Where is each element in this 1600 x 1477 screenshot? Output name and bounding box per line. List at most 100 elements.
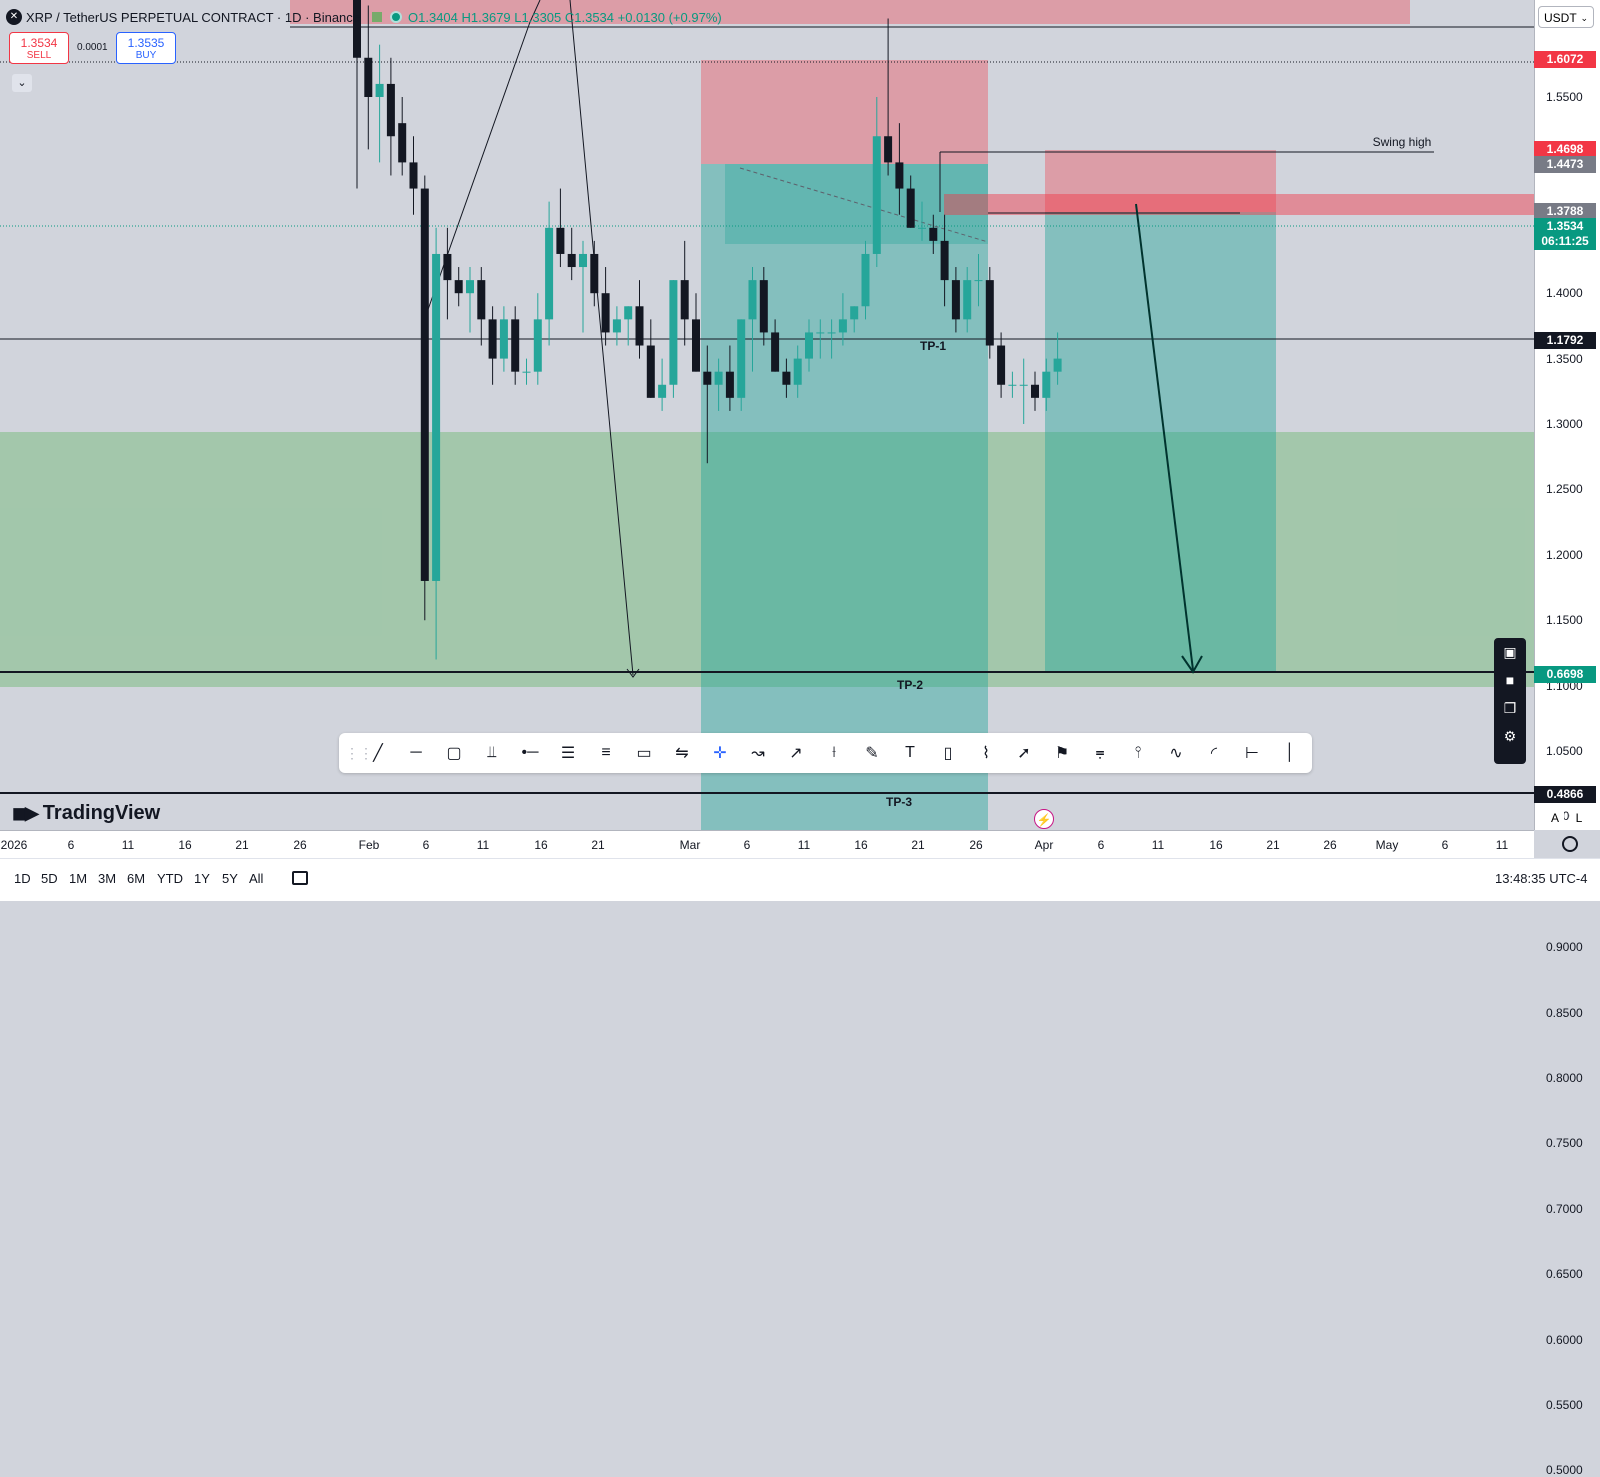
timeframe-button[interactable]: 1Y — [194, 871, 210, 886]
time-tick: 26 — [293, 838, 307, 852]
alert-lightning-icon[interactable]: ⚡ — [1034, 809, 1054, 829]
candle-body — [714, 371, 723, 385]
callout-icon[interactable]: ▭ — [636, 745, 652, 762]
arrow-icon[interactable]: ➚ — [1017, 745, 1031, 762]
timezone-settings-icon[interactable] — [1562, 836, 1578, 852]
timeframe-button[interactable]: 3M — [98, 871, 117, 886]
buy-price: 1.3535 — [127, 36, 165, 50]
sell-button[interactable]: 1.3534 SELL — [9, 32, 69, 64]
live-dot-icon — [390, 11, 403, 23]
candle-body — [759, 280, 768, 333]
price-tick: 0.7000 — [1546, 1201, 1583, 1216]
candle-body — [364, 57, 373, 97]
candle-body — [1053, 358, 1062, 372]
candle-body — [771, 332, 780, 372]
timeframe-button[interactable]: 1M — [69, 871, 88, 886]
text-icon[interactable]: T — [905, 744, 915, 761]
elliott-wave-icon[interactable]: ∿ — [1169, 745, 1183, 762]
horizontal-ray-icon[interactable]: •─ — [521, 744, 539, 761]
candle-body — [590, 253, 599, 294]
candle-body — [816, 332, 825, 334]
collapse-chevron-icon[interactable]: ⌄ — [12, 74, 32, 92]
time-tick: 16 — [854, 838, 868, 852]
price-axis[interactable] — [1534, 0, 1600, 830]
brush-icon[interactable]: ✎ — [865, 745, 879, 762]
candle-body — [895, 162, 904, 189]
timeframe-button[interactable]: 1D — [14, 871, 31, 886]
horizontal-line-icon[interactable]: ─ — [410, 744, 422, 761]
drawing-toolbar: ⋮⋮ ╱ ─ ▢ ⫫ •─ ☰ ≡ ▭ ⇋ ✛ ↝ ↗ ⟊ ✎ T ▯ ⌇ ➚ ⚑ ⩦ ⫯ ∿ ◜ ⊢ │ — [339, 733, 1312, 773]
time-tick: 2026 — [0, 838, 28, 852]
candle-body — [963, 280, 972, 320]
currency-label: USDT — [1544, 11, 1577, 25]
layout-window-icon[interactable]: ❐ — [1503, 699, 1517, 716]
sell-price: 1.3534 — [20, 36, 58, 50]
timeframe-button[interactable]: 5Y — [222, 871, 238, 886]
price-marker-label: 06:11:25 — [1534, 233, 1596, 250]
fib-channel-icon[interactable]: ⩦ — [1095, 744, 1105, 761]
comment-icon[interactable]: ▯ — [943, 745, 953, 762]
time-axis[interactable] — [0, 830, 1534, 859]
chart-pane[interactable]: Swing high TP-1 TP-2 TP-3 — [0, 0, 1534, 830]
curve-icon[interactable]: ↝ — [751, 745, 765, 762]
timeframe-button[interactable]: All — [249, 871, 264, 886]
buy-button[interactable]: 1.3535 BUY — [116, 32, 176, 64]
date-range-icon[interactable]: ⊢ — [1245, 745, 1259, 762]
side-quick-tools: ▣ ■ ❐ ⚙ — [1494, 638, 1526, 764]
candle-body — [929, 227, 938, 241]
time-tick: 6 — [1441, 838, 1449, 852]
arc-icon[interactable]: ◜ — [1210, 745, 1218, 762]
price-marker-label: 1.4473 — [1534, 156, 1596, 173]
time-tick: 11 — [797, 838, 811, 852]
trend-line-icon[interactable]: ╱ — [373, 745, 383, 762]
candles-icon[interactable]: ⫫ — [487, 744, 497, 761]
candle-body — [522, 371, 531, 373]
crosshair-icon[interactable]: ✛ — [713, 745, 727, 762]
flag-icon[interactable]: ⚑ — [1054, 745, 1070, 762]
regression-icon[interactable]: ⇋ — [675, 745, 689, 762]
record-video-icon[interactable]: ■ — [1505, 672, 1515, 688]
settings-gear-icon[interactable]: ⚙ — [1503, 727, 1517, 744]
toolbar-drag-handle-icon[interactable]: ⋮⋮ — [345, 744, 373, 761]
time-tick: 16 — [178, 838, 192, 852]
price-range-icon[interactable]: ⟊ — [831, 744, 837, 761]
parallel-channel-icon[interactable]: ☰ — [560, 745, 576, 762]
exchange-logo-icon: ✕ — [6, 9, 22, 25]
candle-body — [477, 280, 486, 320]
candle-body — [940, 240, 949, 281]
price-tick: 1.2500 — [1546, 482, 1583, 497]
path-icon[interactable]: ⌇ — [982, 745, 990, 762]
candle-body — [353, 0, 361, 58]
fib-retracement-icon[interactable]: ≡ — [601, 744, 611, 761]
vertical-line-icon[interactable]: │ — [1285, 744, 1295, 761]
candle-body — [488, 319, 497, 359]
screenshot-camera-icon[interactable]: ▣ — [1503, 643, 1517, 660]
timeframe-button[interactable]: 5D — [41, 871, 58, 886]
pitchfork-icon[interactable]: ⫯ — [1134, 744, 1142, 761]
symbol-title[interactable]: XRP / TetherUS PERPETUAL CONTRACT · 1D ·… — [26, 9, 361, 25]
auto-scale-button[interactable]: A — [1546, 809, 1564, 827]
demand-zone-green — [0, 432, 1534, 687]
rectangle-icon[interactable]: ▢ — [446, 745, 462, 762]
date-range-calendar-icon[interactable] — [292, 871, 308, 885]
brand-name: TradingView — [42, 802, 161, 824]
timeframe-button[interactable]: YTD — [157, 871, 183, 886]
time-tick: 6 — [67, 838, 75, 852]
currency-selector[interactable]: USDT ⌄ — [1538, 6, 1594, 28]
candle-body — [511, 319, 520, 372]
candle-body — [567, 253, 576, 268]
log-scale-button[interactable]: L — [1570, 809, 1588, 827]
chart-canvas[interactable]: Swing high TP-1 TP-2 TP-3 — [0, 0, 1534, 830]
candle-body — [725, 371, 734, 398]
price-tick: 0.8000 — [1546, 1071, 1583, 1085]
target-zone-right — [1045, 212, 1276, 673]
chevron-down-icon: ⌄ — [1580, 13, 1588, 23]
price-marker-label: 1.1792 — [1534, 332, 1596, 349]
price-marker-label: 1.6072 — [1534, 51, 1596, 68]
clock-display[interactable]: 13:48:35 UTC-4 — [1495, 871, 1588, 886]
price-marker-label: 0.4866 — [1534, 786, 1596, 803]
candle-body — [692, 319, 700, 372]
target-zone-left — [701, 164, 988, 830]
timeframe-button[interactable]: 6M — [127, 871, 146, 886]
arrow-marker-icon[interactable]: ↗ — [789, 745, 803, 762]
